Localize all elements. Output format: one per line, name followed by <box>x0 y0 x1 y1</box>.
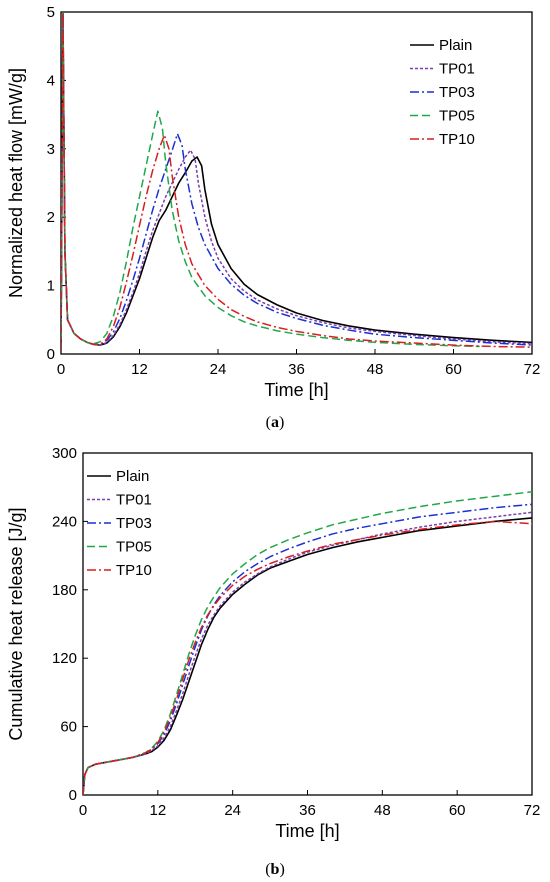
y-tick-label: 5 <box>47 4 55 21</box>
series-line-plain <box>83 517 532 795</box>
y-axis-label: Cumulative heat release [J/g] <box>6 507 26 740</box>
caption-close: ) <box>279 414 284 431</box>
x-tick-label: 60 <box>445 361 462 378</box>
y-tick-label: 1 <box>47 278 55 295</box>
series-line-tp05 <box>61 12 480 351</box>
y-tick-label: 180 <box>52 582 77 599</box>
legend-label-tp05: TP05 <box>439 108 475 125</box>
y-tick-label: 2 <box>47 209 55 226</box>
x-tick-label: 12 <box>149 802 166 819</box>
y-tick-label: 120 <box>52 650 77 667</box>
y-tick-label: 3 <box>47 141 55 158</box>
legend-label-tp03: TP03 <box>439 84 475 101</box>
y-tick-label: 240 <box>52 513 77 530</box>
y-tick-label: 60 <box>60 719 77 736</box>
x-tick-label: 36 <box>288 361 305 378</box>
series-line-tp03 <box>83 503 532 795</box>
y-tick-label: 0 <box>47 346 55 363</box>
figure-caption: (a) <box>266 414 285 431</box>
y-tick-label: 4 <box>47 72 55 89</box>
caption-close: ) <box>279 861 284 878</box>
x-tick-label: 36 <box>299 802 316 819</box>
legend-label-plain: Plain <box>116 468 149 485</box>
x-tick-label: 12 <box>131 361 148 378</box>
caption-open: ( <box>265 861 270 878</box>
x-tick-label: 48 <box>367 361 384 378</box>
x-tick-label: 72 <box>524 802 541 819</box>
legend-label-tp01: TP01 <box>439 61 475 78</box>
x-tick-label: 60 <box>449 802 466 819</box>
x-tick-label: 72 <box>524 361 541 378</box>
caption-letter: b <box>271 861 280 878</box>
legend-label-tp03: TP03 <box>116 515 152 532</box>
x-tick-label: 48 <box>374 802 391 819</box>
series-line-tp10 <box>83 520 532 795</box>
y-tick-label: 0 <box>69 787 77 804</box>
x-tick-label: 24 <box>210 361 227 378</box>
figure-caption: (b) <box>265 861 285 878</box>
x-tick-label: 0 <box>79 802 87 819</box>
y-tick-label: 300 <box>52 445 77 462</box>
legend-label-tp05: TP05 <box>116 539 152 556</box>
series-line-tp05 <box>83 491 532 795</box>
legend-label-tp10: TP10 <box>439 131 475 148</box>
series-line-tp10 <box>61 12 532 351</box>
legend-label-plain: Plain <box>439 37 472 54</box>
caption-open: ( <box>266 414 271 431</box>
legend-label-tp01: TP01 <box>116 492 152 509</box>
caption-letter: a <box>271 414 279 431</box>
x-tick-label: 0 <box>57 361 65 378</box>
x-axis-label: Time [h] <box>275 821 339 841</box>
x-axis-label: Time [h] <box>264 380 328 400</box>
legend-label-tp10: TP10 <box>116 562 152 579</box>
y-axis-label: Normalized heat flow [mW/g] <box>6 68 26 298</box>
x-tick-label: 24 <box>224 802 241 819</box>
chart-b: 0 12 24 36 48 60 72 0 60 120 180 240 300 Time [h] Cumu… <box>6 445 540 878</box>
